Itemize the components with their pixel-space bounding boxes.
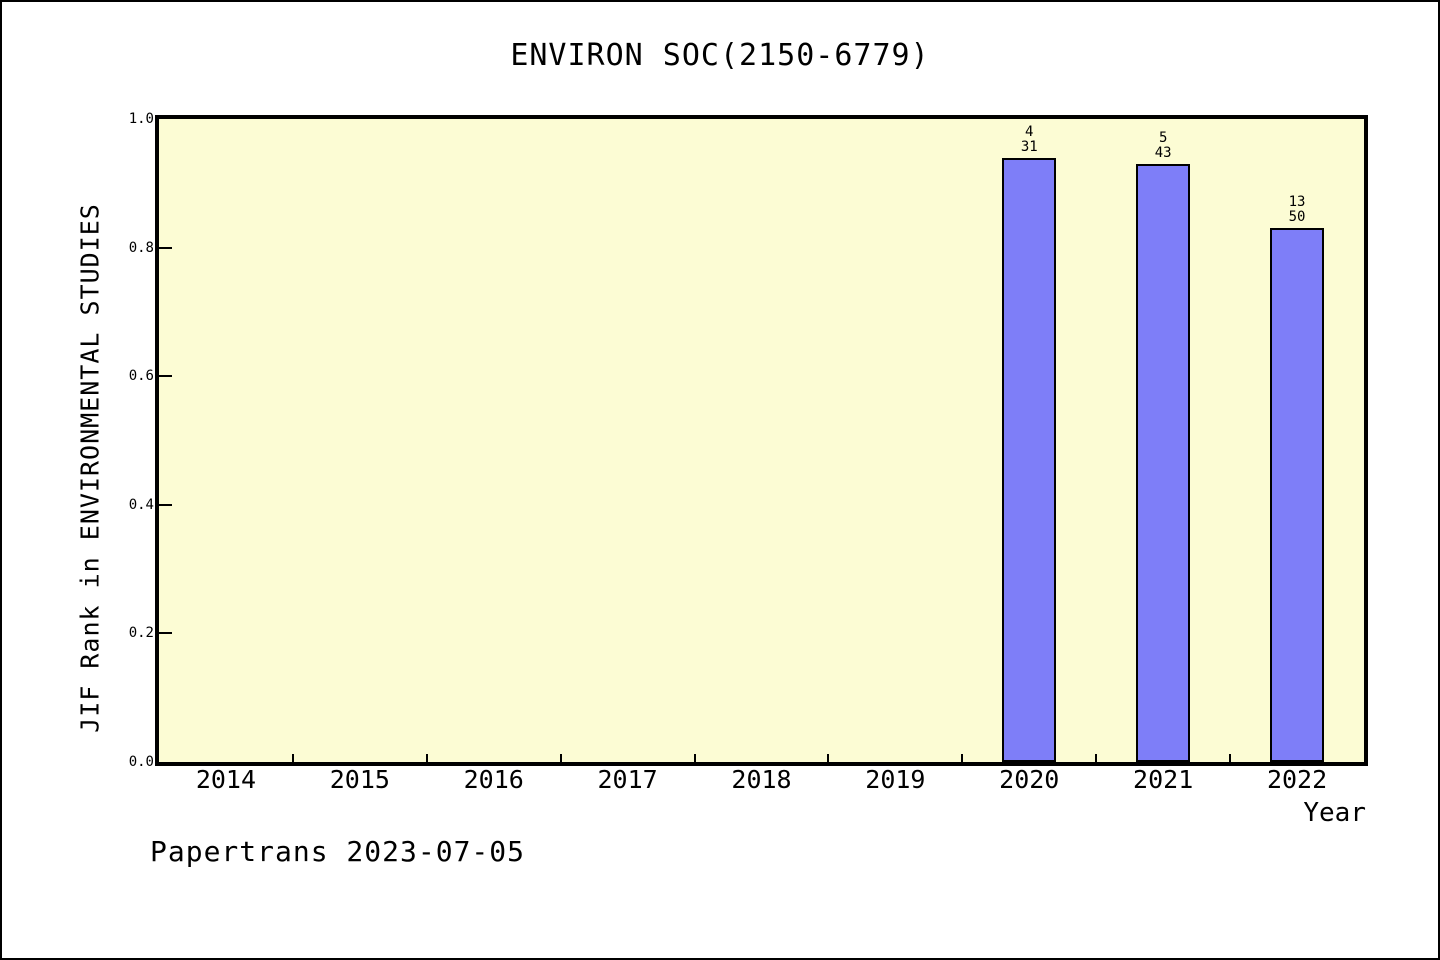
bar-total: 31	[1020, 138, 1038, 155]
bar	[1136, 164, 1191, 762]
x-tick-label: 2016	[463, 765, 524, 794]
x-tick-label: 2014	[195, 765, 257, 794]
bar-rank: 5	[1158, 130, 1168, 147]
y-tick-label: 0.2	[128, 625, 154, 642]
y-axis-label: JIF Rank in ENVIRONMENTAL STUDIES	[75, 203, 105, 733]
bar-rank: 4	[1025, 123, 1034, 140]
watermark-text: Papertrans 2023-07-05	[150, 835, 526, 868]
y-tick-mark	[159, 246, 172, 249]
plot-area: 4 31 5 43 13 50	[155, 115, 1368, 766]
x-tick-label: 2019	[865, 765, 926, 794]
bar-value-label: 5 43	[1123, 131, 1203, 161]
x-tick-mark	[559, 754, 562, 762]
x-tick-mark	[961, 754, 964, 762]
x-tick-label: 2022	[1266, 765, 1328, 794]
x-tick-label: 2021	[1133, 765, 1194, 794]
x-tick-label: 2017	[597, 765, 658, 794]
bar-total: 50	[1288, 209, 1306, 226]
x-tick-mark	[1095, 754, 1098, 762]
y-tick-label: 0.6	[128, 368, 154, 385]
y-tick-label: 0.4	[128, 496, 154, 513]
y-tick-label: 0.8	[128, 239, 154, 256]
x-tick-label: 2018	[731, 765, 792, 794]
x-tick-mark	[425, 754, 428, 762]
chart-title: ENVIRON SOC(2150-6779)	[510, 38, 930, 73]
x-tick-mark	[693, 754, 696, 762]
bar-value-label: 13 50	[1257, 195, 1337, 225]
bar-total: 43	[1154, 145, 1172, 162]
bar	[1002, 157, 1057, 762]
x-tick-mark	[291, 754, 294, 762]
x-tick-mark	[827, 754, 830, 762]
y-tick-mark	[159, 375, 172, 378]
x-tick-mark	[1229, 754, 1232, 762]
x-tick-label: 2020	[999, 765, 1060, 794]
bar	[1270, 228, 1325, 762]
bar-value-label: 4 31	[989, 123, 1069, 155]
y-tick-mark	[159, 503, 172, 506]
y-tick-mark	[159, 632, 172, 635]
y-tick-label: 1.0	[128, 111, 154, 127]
y-tick-label: 0.0	[128, 754, 154, 770]
x-axis-label: Year	[1303, 798, 1366, 828]
x-tick-label: 2015	[329, 765, 390, 794]
bar-rank: 13	[1288, 194, 1306, 211]
